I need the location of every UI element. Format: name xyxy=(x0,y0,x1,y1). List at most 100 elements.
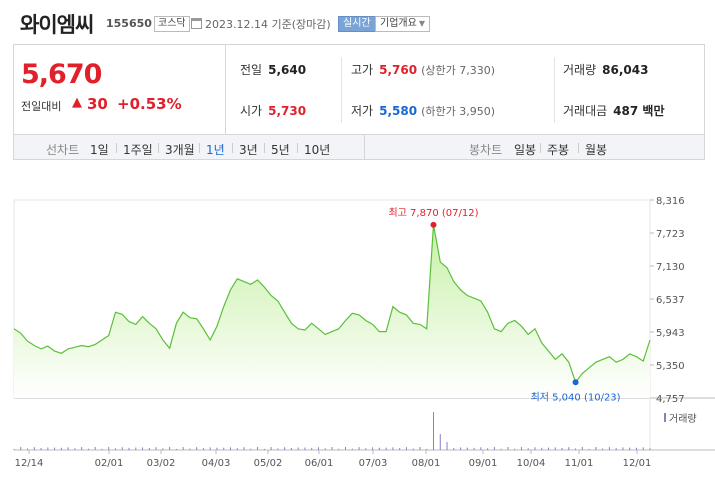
price-chart[interactable]: 8,316 7,723 7,130 6,537 5,943 5,350 4,757 최고 7,… xyxy=(0,180,715,487)
volume-bar xyxy=(202,448,204,450)
y-tick-label: 5,943 xyxy=(656,328,685,339)
volume-bar xyxy=(351,448,353,450)
volume-bar xyxy=(568,447,570,450)
volume-bar xyxy=(649,448,651,450)
y-tick-label: 4,757 xyxy=(656,394,685,405)
volume-bar xyxy=(487,448,489,450)
divider xyxy=(554,57,555,123)
volume-bar xyxy=(236,448,238,450)
period-tab[interactable]: 1주일 xyxy=(123,143,153,157)
base-date: 2023.12.14 기준(장마감) xyxy=(205,18,331,31)
volume-bar xyxy=(575,448,577,450)
volume-bar xyxy=(135,447,137,450)
volume-bar xyxy=(622,447,624,450)
volume-bar xyxy=(561,447,563,450)
period-tab[interactable]: 5년 xyxy=(271,143,290,157)
x-tick-label: 09/01 xyxy=(469,458,498,469)
volume-bar xyxy=(81,447,83,450)
current-price: 5,670 xyxy=(21,59,102,90)
volume-bar xyxy=(493,447,495,450)
period-tab[interactable]: 10년 xyxy=(304,143,331,157)
volume-bar xyxy=(196,447,198,450)
candle-tab[interactable]: 월봉 xyxy=(585,143,608,157)
volume-bar xyxy=(534,447,536,450)
open-price: 시가 5,730 xyxy=(240,104,307,118)
volume-bar xyxy=(87,448,89,450)
volume-bar xyxy=(54,447,56,450)
volume-bar xyxy=(588,448,590,450)
volume-bar xyxy=(13,449,15,450)
volume-bar xyxy=(480,447,482,450)
volume-bar xyxy=(426,448,428,450)
volume-bar xyxy=(74,448,76,450)
candle-tab[interactable]: 주봉 xyxy=(547,143,570,157)
change-percent: +0.53% xyxy=(117,95,182,113)
volume-bar xyxy=(311,447,313,450)
volume-bar xyxy=(270,447,272,450)
quote-box: 5,670 전일대비 ▲ 30 +0.53% 전일 5,640 고가 5,760 (상… xyxy=(13,44,705,135)
tab-separator xyxy=(158,143,159,153)
line-chart-label: 선차트 xyxy=(46,143,80,157)
prev-close: 전일 5,640 xyxy=(240,63,307,77)
period-tab[interactable]: 1일 xyxy=(90,143,109,157)
volume-bar xyxy=(223,447,225,450)
period-tab[interactable]: 3개월 xyxy=(165,143,195,157)
price-area xyxy=(14,224,650,398)
x-tick-label: 02/01 xyxy=(95,458,124,469)
y-tick-label: 7,130 xyxy=(656,262,685,273)
volume-bar xyxy=(148,447,150,450)
y-tick-label: 7,723 xyxy=(656,229,685,240)
volume-bar xyxy=(412,448,414,450)
volume-bar xyxy=(338,448,340,450)
volume-bar xyxy=(189,448,191,450)
volume-bar xyxy=(507,447,509,450)
volume-bar xyxy=(541,447,543,450)
y-tick-label: 8,316 xyxy=(656,196,685,207)
volume-bar xyxy=(358,447,360,450)
volume-bar xyxy=(108,447,110,450)
x-tick-label: 12/14 xyxy=(15,458,44,469)
volume-bar xyxy=(162,448,164,450)
realtime-button[interactable]: 실시간 xyxy=(338,16,376,32)
volume-bar xyxy=(642,447,644,450)
candle-chart-label: 봉차트 xyxy=(469,143,503,157)
volume-bar xyxy=(250,448,252,450)
divider xyxy=(364,135,365,159)
volume-bar xyxy=(94,447,96,450)
volume-bar xyxy=(277,448,279,450)
price-line xyxy=(13,224,651,384)
volume-bar xyxy=(615,448,617,450)
volume-bar xyxy=(365,448,367,450)
change-label: 전일대비 xyxy=(21,100,62,113)
volume-bar xyxy=(473,447,475,450)
min-label: 최저 5,040 (10/23) xyxy=(531,391,621,403)
volume-legend-label: 거래량 xyxy=(669,413,697,425)
volume-bar xyxy=(520,447,522,450)
price-panel: 5,670 전일대비 ▲ 30 +0.53% xyxy=(14,45,226,134)
candle-tab[interactable]: 일봉 xyxy=(514,143,537,157)
price-chart-svg[interactable]: 8,316 7,723 7,130 6,537 5,943 5,350 4,757 최고 7,… xyxy=(0,180,715,487)
company-name: 와이엠씨 xyxy=(20,13,94,37)
volume-bar xyxy=(602,448,604,450)
x-tick-label: 10/04 xyxy=(517,458,546,469)
max-point xyxy=(430,221,437,228)
stock-code: 155650 xyxy=(106,17,152,30)
company-overview-button[interactable]: 기업개요 ▼ xyxy=(375,16,430,32)
period-tab[interactable]: 3년 xyxy=(239,143,258,157)
high-price: 고가 5,760 (상한가 7,330) xyxy=(351,63,495,77)
tab-separator xyxy=(297,143,298,153)
volume-bar xyxy=(453,447,455,450)
max-label: 최고 7,870 (07/12) xyxy=(388,207,478,219)
market-badge: 코스닥 xyxy=(154,16,190,32)
volume-bar xyxy=(405,447,407,450)
volume-legend-swatch xyxy=(664,413,666,422)
volume-bar xyxy=(304,447,306,450)
volume-bar xyxy=(33,447,35,450)
volume-bar xyxy=(182,447,184,450)
volume-bar xyxy=(548,447,550,450)
low-price: 저가 5,580 (하한가 3,950) xyxy=(351,104,495,118)
volume-bar xyxy=(101,448,103,450)
x-tick-label: 05/02 xyxy=(254,458,283,469)
tab-separator xyxy=(540,143,541,153)
period-tab[interactable]: 1년 xyxy=(206,143,225,157)
